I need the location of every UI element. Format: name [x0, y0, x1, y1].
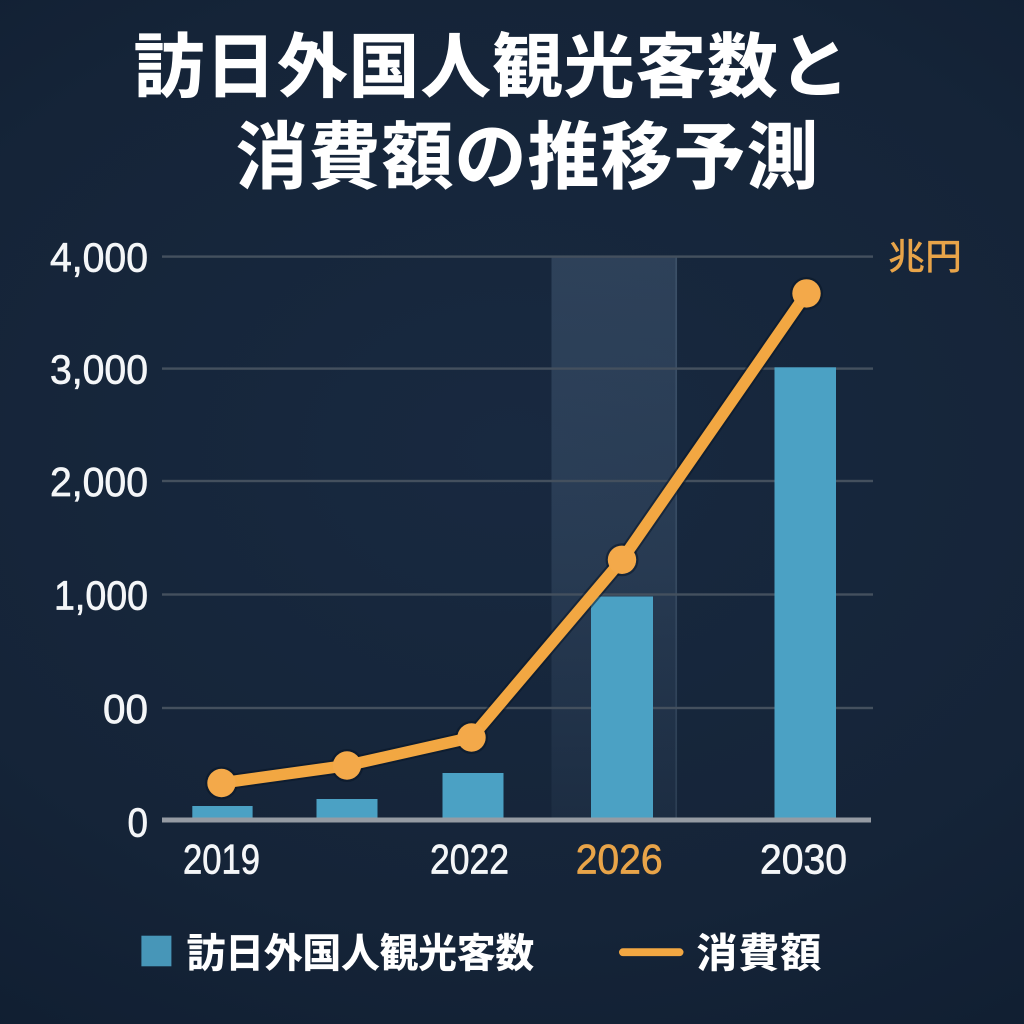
svg-text:2030: 2030	[760, 836, 847, 883]
svg-text:0: 0	[128, 800, 149, 846]
svg-text:00: 00	[103, 686, 148, 732]
svg-text:3,000: 3,000	[50, 347, 148, 393]
svg-text:2022: 2022	[430, 836, 509, 883]
svg-text:4,000: 4,000	[50, 235, 148, 281]
svg-text:2,000: 2,000	[50, 459, 148, 505]
svg-text:1,000: 1,000	[54, 573, 148, 619]
svg-text:2019: 2019	[183, 836, 260, 883]
svg-text:2026: 2026	[576, 836, 663, 883]
